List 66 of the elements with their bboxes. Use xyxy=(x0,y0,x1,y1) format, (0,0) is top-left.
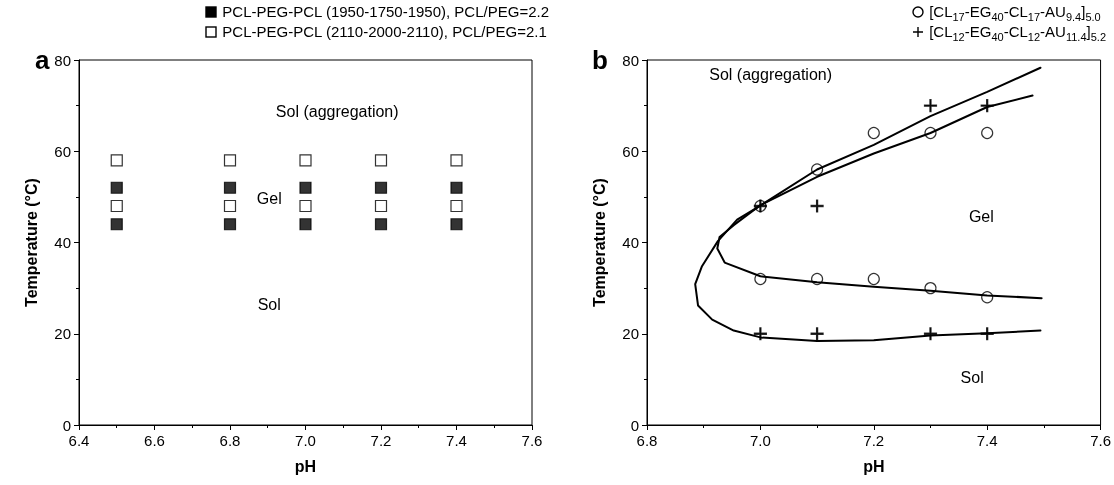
point xyxy=(110,199,123,213)
point xyxy=(223,181,237,194)
point xyxy=(299,181,312,194)
x-tick-label: 7.4 xyxy=(976,432,998,449)
x-tick-label: 6.4 xyxy=(68,432,90,449)
x-tick-label: 7.4 xyxy=(446,432,467,449)
point xyxy=(923,99,938,113)
point xyxy=(299,199,312,213)
y-tick-label: 80 xyxy=(622,51,639,69)
point xyxy=(223,218,237,231)
x-tick-label: 7.2 xyxy=(863,432,885,449)
point xyxy=(374,181,388,194)
annotation: Sol xyxy=(960,369,984,387)
annotation: Gel xyxy=(256,190,282,208)
y-axis-title: Temperature (°C) xyxy=(22,178,40,307)
point xyxy=(110,181,123,194)
text: [CL$_{17}$-EG$_{40}$-CL$_{17}$-AU$_{9.4}$]$_{5.0}$ xyxy=(929,3,1101,23)
annotation: Sol xyxy=(257,296,281,314)
point xyxy=(374,154,388,167)
y-tick-label: 20 xyxy=(54,325,71,343)
chart-title: b xyxy=(592,45,608,75)
point xyxy=(867,126,880,140)
legend-label: PCL-PEG-PCL (1950-1750-1950), PCL/PEG=2.2 xyxy=(222,2,549,22)
point xyxy=(753,327,767,341)
x-tick-label: 7.6 xyxy=(1090,432,1111,449)
point xyxy=(450,181,463,194)
annotation: Gel xyxy=(968,208,994,226)
point xyxy=(110,218,123,231)
annotation: Sol (aggregation) xyxy=(275,102,399,120)
y-axis-title: Temperature (°C) xyxy=(590,178,608,307)
point xyxy=(374,218,388,231)
point xyxy=(810,199,824,213)
annotation: Sol (aggregation) xyxy=(709,66,833,84)
point xyxy=(223,199,237,213)
x-tick-label: 6.6 xyxy=(144,432,165,449)
point xyxy=(374,199,388,213)
y-tick-label: 40 xyxy=(54,234,71,251)
point xyxy=(223,154,237,167)
y-tick-label: 80 xyxy=(54,51,71,69)
x-tick-label: 6.8 xyxy=(636,432,658,449)
legend-label: PCL-PEG-PCL (2110-2000-2110), PCL/PEG=2.1 xyxy=(222,22,547,42)
point xyxy=(110,154,123,167)
point xyxy=(867,272,880,286)
x-axis-title: pH xyxy=(294,457,317,475)
y-tick-label: 60 xyxy=(54,142,71,160)
y-tick-label: 0 xyxy=(62,416,71,434)
point xyxy=(450,199,463,213)
chart-title: a xyxy=(35,45,50,75)
x-tick-label: 7.2 xyxy=(370,432,392,449)
x-axis-title: pH xyxy=(863,457,885,475)
y-tick-label: 60 xyxy=(622,142,639,160)
point xyxy=(299,218,312,231)
y-tick-label: 0 xyxy=(630,416,639,434)
text: [CL$_{12}$-EG$_{40}$-CL$_{12}$-AU$_{11.4}$]$_{5.2}$ xyxy=(929,23,1106,43)
point xyxy=(981,126,994,140)
x-tick-label: 7.0 xyxy=(749,432,771,449)
x-tick-label: 7.6 xyxy=(521,432,543,449)
point xyxy=(299,154,312,167)
point xyxy=(810,327,824,341)
point xyxy=(450,218,463,231)
y-tick-label: 40 xyxy=(622,234,639,251)
x-tick-label: 6.8 xyxy=(219,432,241,449)
line-series xyxy=(694,66,1042,343)
y-tick-label: 20 xyxy=(622,325,639,343)
point xyxy=(450,154,463,167)
x-tick-label: 7.0 xyxy=(295,432,316,449)
